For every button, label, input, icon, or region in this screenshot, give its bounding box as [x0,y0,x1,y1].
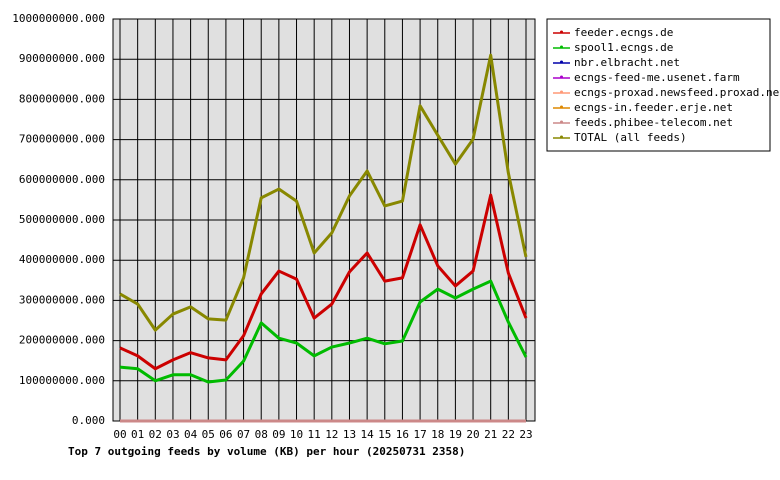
legend-label: spool1.ecngs.de [574,41,673,54]
x-tick-label: 16 [396,428,409,441]
x-tick-label: 15 [378,428,391,441]
x-tick-label: 06 [219,428,232,441]
x-tick-label: 03 [166,428,179,441]
x-tick-label: 19 [449,428,462,441]
y-tick-label: 400000000.000 [19,253,105,266]
legend-label: ecngs-proxad.newsfeed.proxad.net [574,86,780,99]
legend-label: ecngs-in.feeder.erje.net [574,101,733,114]
x-tick-label: 08 [255,428,268,441]
chart-title: Top 7 outgoing feeds by volume (KB) per … [68,445,465,458]
x-tick-label: 01 [131,428,144,441]
legend-marker [560,105,563,109]
x-tick-label: 02 [149,428,162,441]
x-tick-label: 18 [431,428,444,441]
x-tick-label: 09 [272,428,285,441]
legend-marker [560,90,563,94]
x-tick-label: 20 [466,428,479,441]
x-tick-label: 12 [325,428,338,441]
y-tick-label: 0.000 [72,414,105,427]
y-tick-label: 200000000.000 [19,334,105,347]
x-tick-label: 04 [184,428,198,441]
y-tick-label: 800000000.000 [19,92,105,105]
legend-marker [560,75,563,79]
y-tick-label: 300000000.000 [19,293,105,306]
y-tick-label: 600000000.000 [19,173,105,186]
x-tick-label: 14 [361,428,375,441]
x-tick-label: 22 [502,428,515,441]
y-tick-label: 1000000000.000 [12,12,105,25]
legend-box [546,18,771,152]
x-tick-label: 10 [290,428,303,441]
y-tick-label: 700000000.000 [19,133,105,146]
x-tick-label: 00 [113,428,126,441]
legend-label: feeds.phibee-telecom.net [574,116,733,129]
x-tick-label: 21 [484,428,497,441]
y-tick-label: 500000000.000 [19,213,105,226]
series-line [119,53,528,332]
legend-marker [560,30,563,34]
legend-label: TOTAL (all feeds) [574,131,687,144]
legend-label: nbr.elbracht.net [574,56,680,69]
x-tick-label: 11 [308,428,321,441]
x-tick-label: 17 [413,428,426,441]
x-tick-label: 23 [519,428,532,441]
legend-marker [560,60,563,64]
legend-marker [560,45,563,49]
y-tick-label: 100000000.000 [19,374,105,387]
legend-marker [560,135,563,139]
x-tick-label: 05 [202,428,215,441]
x-tick-label: 07 [237,428,250,441]
legend-label: feeder.ecngs.de [574,26,673,39]
y-tick-label: 900000000.000 [19,52,105,65]
legend-label: ecngs-feed-me.usenet.farm [574,71,740,84]
series-line [119,279,528,384]
x-tick-label: 13 [343,428,356,441]
legend-marker [560,120,563,124]
series-line [119,193,528,371]
